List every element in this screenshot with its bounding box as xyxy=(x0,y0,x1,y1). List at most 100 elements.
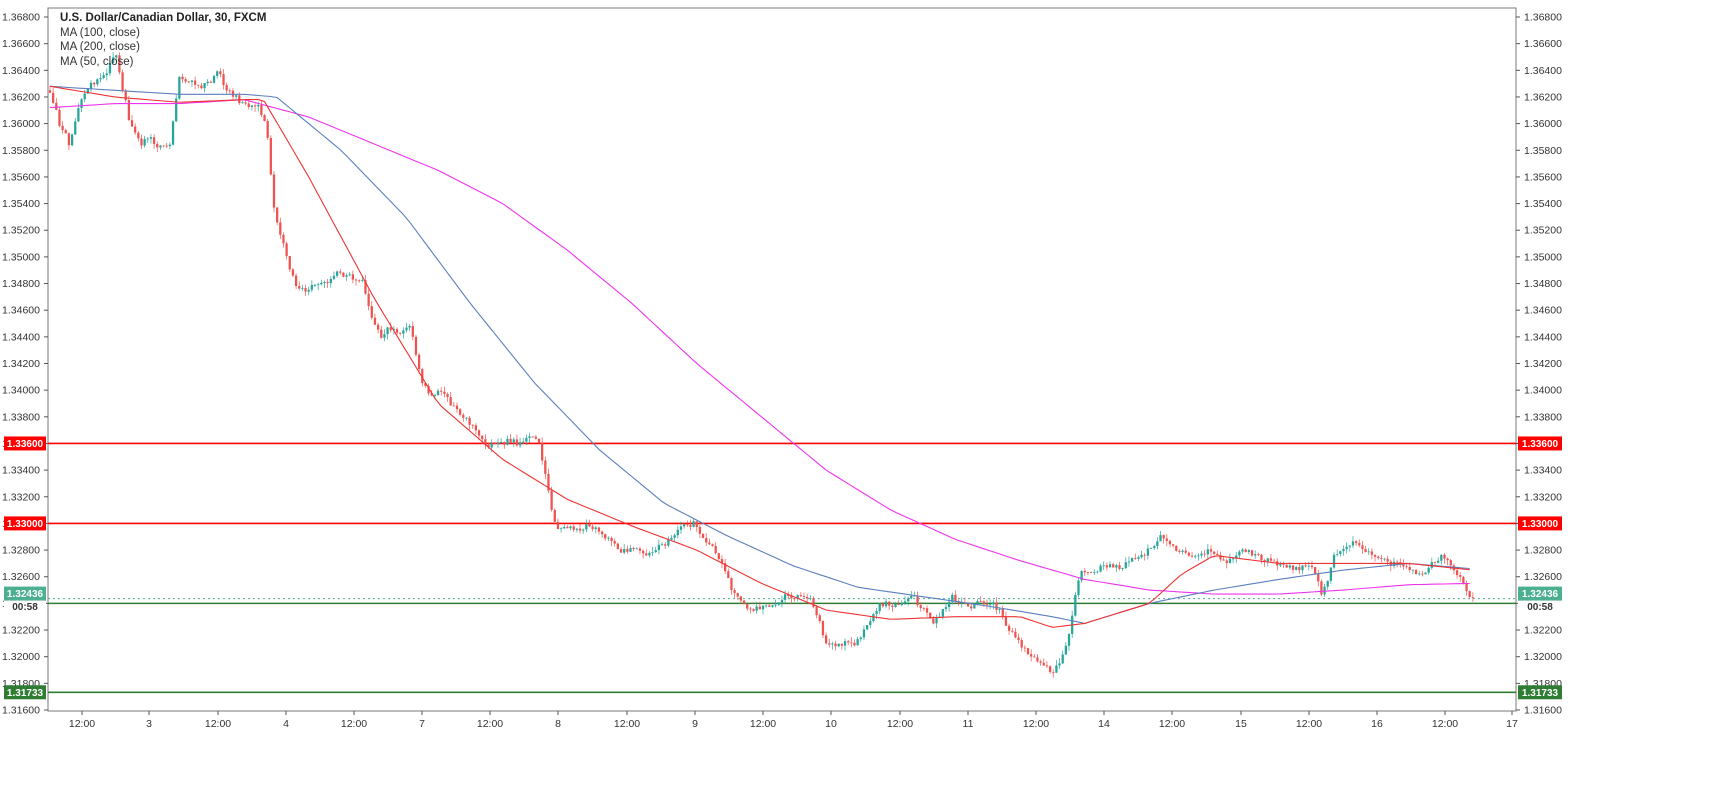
candle-body xyxy=(496,442,500,445)
y-tick-label-left: 1.34000 xyxy=(2,385,40,397)
candle-body xyxy=(1190,555,1194,557)
y-tick-label-left: 1.34800 xyxy=(2,278,40,290)
candle-body xyxy=(1011,630,1014,632)
candle-body xyxy=(818,615,821,622)
candle-body xyxy=(1105,565,1109,568)
candle-body xyxy=(929,612,932,619)
candle-body xyxy=(307,289,310,292)
candle-body xyxy=(304,287,307,292)
candle-body xyxy=(1026,648,1030,655)
candle-body xyxy=(1291,565,1295,570)
candle-body xyxy=(1231,558,1235,560)
candle-body xyxy=(935,616,938,624)
candle-body xyxy=(455,405,459,410)
countdown-badge-right-text: 00:58 xyxy=(1527,602,1553,613)
candle-body xyxy=(1323,586,1326,595)
y-tick-label-left: 1.34400 xyxy=(2,331,40,343)
y-tick-label-right: 1.36000 xyxy=(1524,118,1562,130)
candle-body xyxy=(317,284,320,286)
candle-body xyxy=(1373,554,1377,557)
last-price-badge-left-text: 1.32436 xyxy=(7,589,44,600)
x-tick-label: 12:00 xyxy=(205,718,231,730)
candle-body xyxy=(900,603,903,606)
candle-body xyxy=(74,121,77,135)
candle-body xyxy=(686,524,689,526)
candle-body xyxy=(916,595,919,606)
candle-body xyxy=(979,601,982,602)
candle-body xyxy=(1197,555,1200,557)
candle-body xyxy=(1295,567,1298,570)
candle-body xyxy=(619,549,623,553)
candle-body xyxy=(1395,561,1399,563)
level-badge-left-bg xyxy=(4,516,46,531)
ma200-line xyxy=(49,99,1470,595)
candle-body xyxy=(736,593,739,597)
candle-body xyxy=(1216,553,1219,555)
level-badge-right-bg xyxy=(1518,516,1562,531)
x-tick-label: 4 xyxy=(283,718,289,730)
candle-body xyxy=(1339,551,1342,555)
y-tick-label-right: 1.35600 xyxy=(1524,171,1562,183)
candle-body xyxy=(793,598,796,600)
candle-body xyxy=(1358,543,1361,546)
candle-body xyxy=(1465,583,1468,592)
legend-ma100[interactable]: MA (100, close) xyxy=(60,26,140,39)
candle-body xyxy=(695,521,698,527)
candle-body xyxy=(257,104,260,107)
candle-body xyxy=(187,81,190,83)
candle-body xyxy=(1427,567,1430,573)
legend-ma50[interactable]: MA (50, close) xyxy=(60,55,134,68)
candle-body xyxy=(1194,555,1197,557)
legend-ma200[interactable]: MA (200, close) xyxy=(60,41,140,53)
candle-body xyxy=(847,641,850,643)
level-badge-right-text: 1.33000 xyxy=(1522,519,1559,530)
candle-body xyxy=(175,98,178,122)
candle-body xyxy=(1433,562,1437,563)
countdown-badge-right-bg xyxy=(1518,600,1562,613)
candle-body xyxy=(500,442,503,443)
candle-body xyxy=(1168,540,1172,545)
candle-body xyxy=(414,336,418,355)
candle-body xyxy=(1187,552,1191,556)
candle-body xyxy=(351,274,355,280)
candle-body xyxy=(566,526,569,529)
candle-body xyxy=(250,105,254,107)
candle-body xyxy=(1317,573,1320,582)
candle-body xyxy=(1269,558,1273,561)
candle-body xyxy=(522,441,525,443)
candle-body xyxy=(1153,546,1156,548)
chart-legend: U.S. Dollar/Canadian Dollar, 30, FXCM MA… xyxy=(60,11,266,69)
candle-body xyxy=(361,280,364,281)
candle-body xyxy=(354,279,358,281)
y-tick-label-right: 1.35800 xyxy=(1524,145,1562,157)
candle-body xyxy=(506,438,509,445)
candle-body xyxy=(402,330,405,334)
candle-body xyxy=(1181,550,1184,552)
candle-body xyxy=(812,598,815,607)
candle-body xyxy=(279,222,282,235)
candle-body xyxy=(1115,565,1118,568)
y-tick-label-left: 1.32000 xyxy=(2,651,40,663)
candle-body xyxy=(1064,645,1068,655)
candle-body xyxy=(834,643,837,647)
candle-body xyxy=(345,275,348,277)
candle-body xyxy=(843,641,847,646)
candle-body xyxy=(269,137,272,175)
candle-body xyxy=(156,143,159,148)
candle-body xyxy=(998,608,1001,610)
candle-body xyxy=(238,95,241,104)
candle-body xyxy=(1039,661,1042,663)
candle-body xyxy=(1282,564,1285,565)
candle-body xyxy=(553,509,556,522)
candle-body xyxy=(1023,647,1026,649)
candle-body xyxy=(282,234,285,244)
candle-body xyxy=(1332,554,1336,568)
candle-body xyxy=(1402,564,1405,567)
y-tick-label-left: 1.32200 xyxy=(2,625,40,637)
candle-body xyxy=(364,280,367,294)
candle-body xyxy=(632,548,635,550)
candle-body xyxy=(1471,596,1474,598)
candle-body xyxy=(878,603,881,612)
